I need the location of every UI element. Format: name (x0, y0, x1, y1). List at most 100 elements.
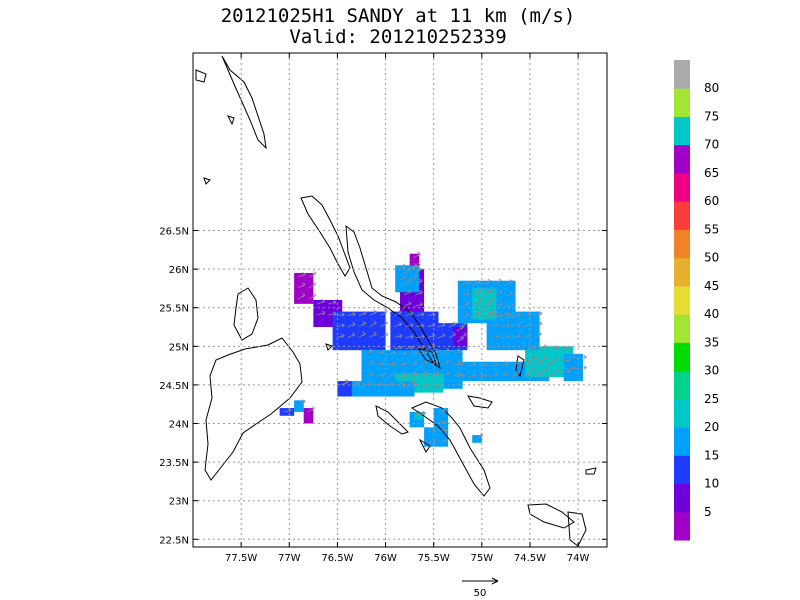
wind-vector-158 (505, 302, 514, 308)
wind-vector-88 (453, 360, 462, 366)
wind-vector-163 (501, 311, 510, 317)
axes: 77.5W 77W 76.5W 76W 75.5W 75W 74.5W 74W 22.5N 23N… (159, 53, 607, 564)
wind-vector-20 (369, 320, 377, 327)
wind-vector-5 (308, 293, 317, 300)
wind-vector-110 (478, 362, 488, 368)
wind-region-4 (409, 253, 420, 273)
x-tick-label-7: 74W (567, 553, 590, 564)
colorbar-swatch-12 (674, 172, 690, 202)
wind-vector-3 (308, 271, 317, 278)
wind-vector-47 (416, 312, 425, 317)
wind-region-2 (332, 311, 386, 351)
colorbar-label-2: 15 (704, 448, 719, 462)
wind-vector-131 (551, 356, 560, 362)
wind-vector-81 (431, 348, 439, 355)
wind-vector-50 (416, 344, 425, 350)
wind-vector-54 (427, 343, 436, 349)
wind-vector-30 (414, 278, 423, 285)
wind-vector-95 (420, 382, 429, 389)
wind-vector-82 (431, 359, 439, 366)
wind-vector-16 (358, 310, 367, 316)
wind-region-21 (303, 408, 314, 424)
coastline-acklins (567, 511, 587, 547)
coastline-rum (467, 395, 493, 409)
wind-vector-106 (456, 361, 465, 367)
wind-vector-171 (523, 332, 532, 338)
wind-vector-37 (409, 263, 418, 270)
wind-vector-55 (437, 322, 446, 328)
wind-vector-93 (409, 382, 418, 389)
wind-vector-51 (427, 312, 436, 317)
wind-vector-117 (511, 370, 520, 378)
y-tick-label-0: 22.5N (159, 535, 189, 546)
wind-vector-8 (328, 300, 337, 305)
wind-vector-114 (500, 361, 509, 367)
wind-vector-9 (328, 311, 337, 317)
chart-title: 20121025H1 SANDY at 11 km (m/s) (221, 5, 576, 27)
colorbar-swatch-10 (674, 229, 690, 259)
wind-vector-97 (432, 382, 440, 389)
wind-vector-140 (461, 280, 470, 286)
y-tick-label-5: 25N (169, 342, 189, 353)
coastline-mayaguana (585, 467, 597, 475)
coastline-grand-bahama (195, 69, 207, 83)
y-tick-label-7: 26N (169, 265, 189, 276)
colorbar-swatch-7 (674, 314, 690, 343)
wind-vector-44 (405, 322, 414, 328)
wind-vector-62 (456, 336, 465, 343)
wind-vector-6 (317, 298, 325, 305)
wind-vector-160 (490, 310, 499, 316)
x-tick-label-6: 74.5W (514, 553, 546, 564)
wind-vector-174 (534, 331, 542, 338)
wind-vector-178 (486, 286, 495, 293)
colorbar-swatch-0 (674, 511, 690, 541)
wind-vector-102 (385, 381, 394, 386)
wind-vector-70 (387, 362, 396, 367)
wind-vector-130 (550, 345, 559, 351)
coastline-andros-north (233, 287, 259, 341)
wind-vector-186 (437, 408, 446, 414)
y-tick-label-4: 24.5N (159, 381, 189, 392)
colorbar-swatch-9 (674, 257, 690, 287)
wind-region-5 (395, 265, 420, 293)
wind-vector-125 (528, 355, 537, 362)
wind-vector-91 (399, 383, 407, 389)
wind-vector-177 (476, 308, 484, 315)
wind-vector-103 (396, 380, 405, 386)
wind-vector-64 (365, 360, 374, 366)
wind-vector-65 (365, 372, 374, 377)
wind-vector-38 (409, 274, 418, 281)
wind-vector-113 (489, 372, 498, 378)
wind-vector-34 (413, 262, 421, 270)
chart-subtitle: Valid: 201210252339 (289, 26, 506, 48)
colorbar: 5 10 15 20 25 30 35 40 45 50 55 60 65 70 75 80 (674, 60, 719, 541)
wind-vector-154 (494, 301, 503, 308)
colorbar-label-13: 70 (704, 138, 719, 152)
wind-vector-148 (483, 278, 492, 286)
colorbar-label-3: 20 (704, 420, 719, 434)
wind-vector-52 (427, 323, 436, 328)
wind-vector-104 (407, 379, 415, 386)
y-tick-label-1: 23N (169, 497, 189, 508)
colorbar-label-12: 65 (704, 166, 719, 180)
colorbar-swatch-14 (674, 116, 690, 146)
reference-vector: 50 (462, 577, 499, 599)
wind-vector-116 (511, 360, 520, 367)
wind-vector-28 (403, 300, 412, 307)
wind-vector-112 (489, 362, 499, 367)
colorbar-swatch-11 (674, 201, 690, 230)
wind-vector-139 (578, 365, 587, 370)
wind-vector-120 (533, 360, 542, 367)
wind-vector-190 (439, 428, 448, 433)
wind-vector-135 (562, 369, 571, 374)
wind-vector-15 (347, 332, 356, 338)
wind-vector-32 (414, 302, 423, 307)
reference-vector-label: 50 (474, 588, 487, 599)
wind-vector-73 (398, 361, 407, 367)
colorbar-label-7: 40 (704, 307, 719, 321)
wind-vector-75 (409, 350, 418, 355)
wind-vector-57 (448, 321, 457, 328)
wind-vector-185 (418, 411, 427, 417)
wind-vector-159 (505, 314, 514, 319)
